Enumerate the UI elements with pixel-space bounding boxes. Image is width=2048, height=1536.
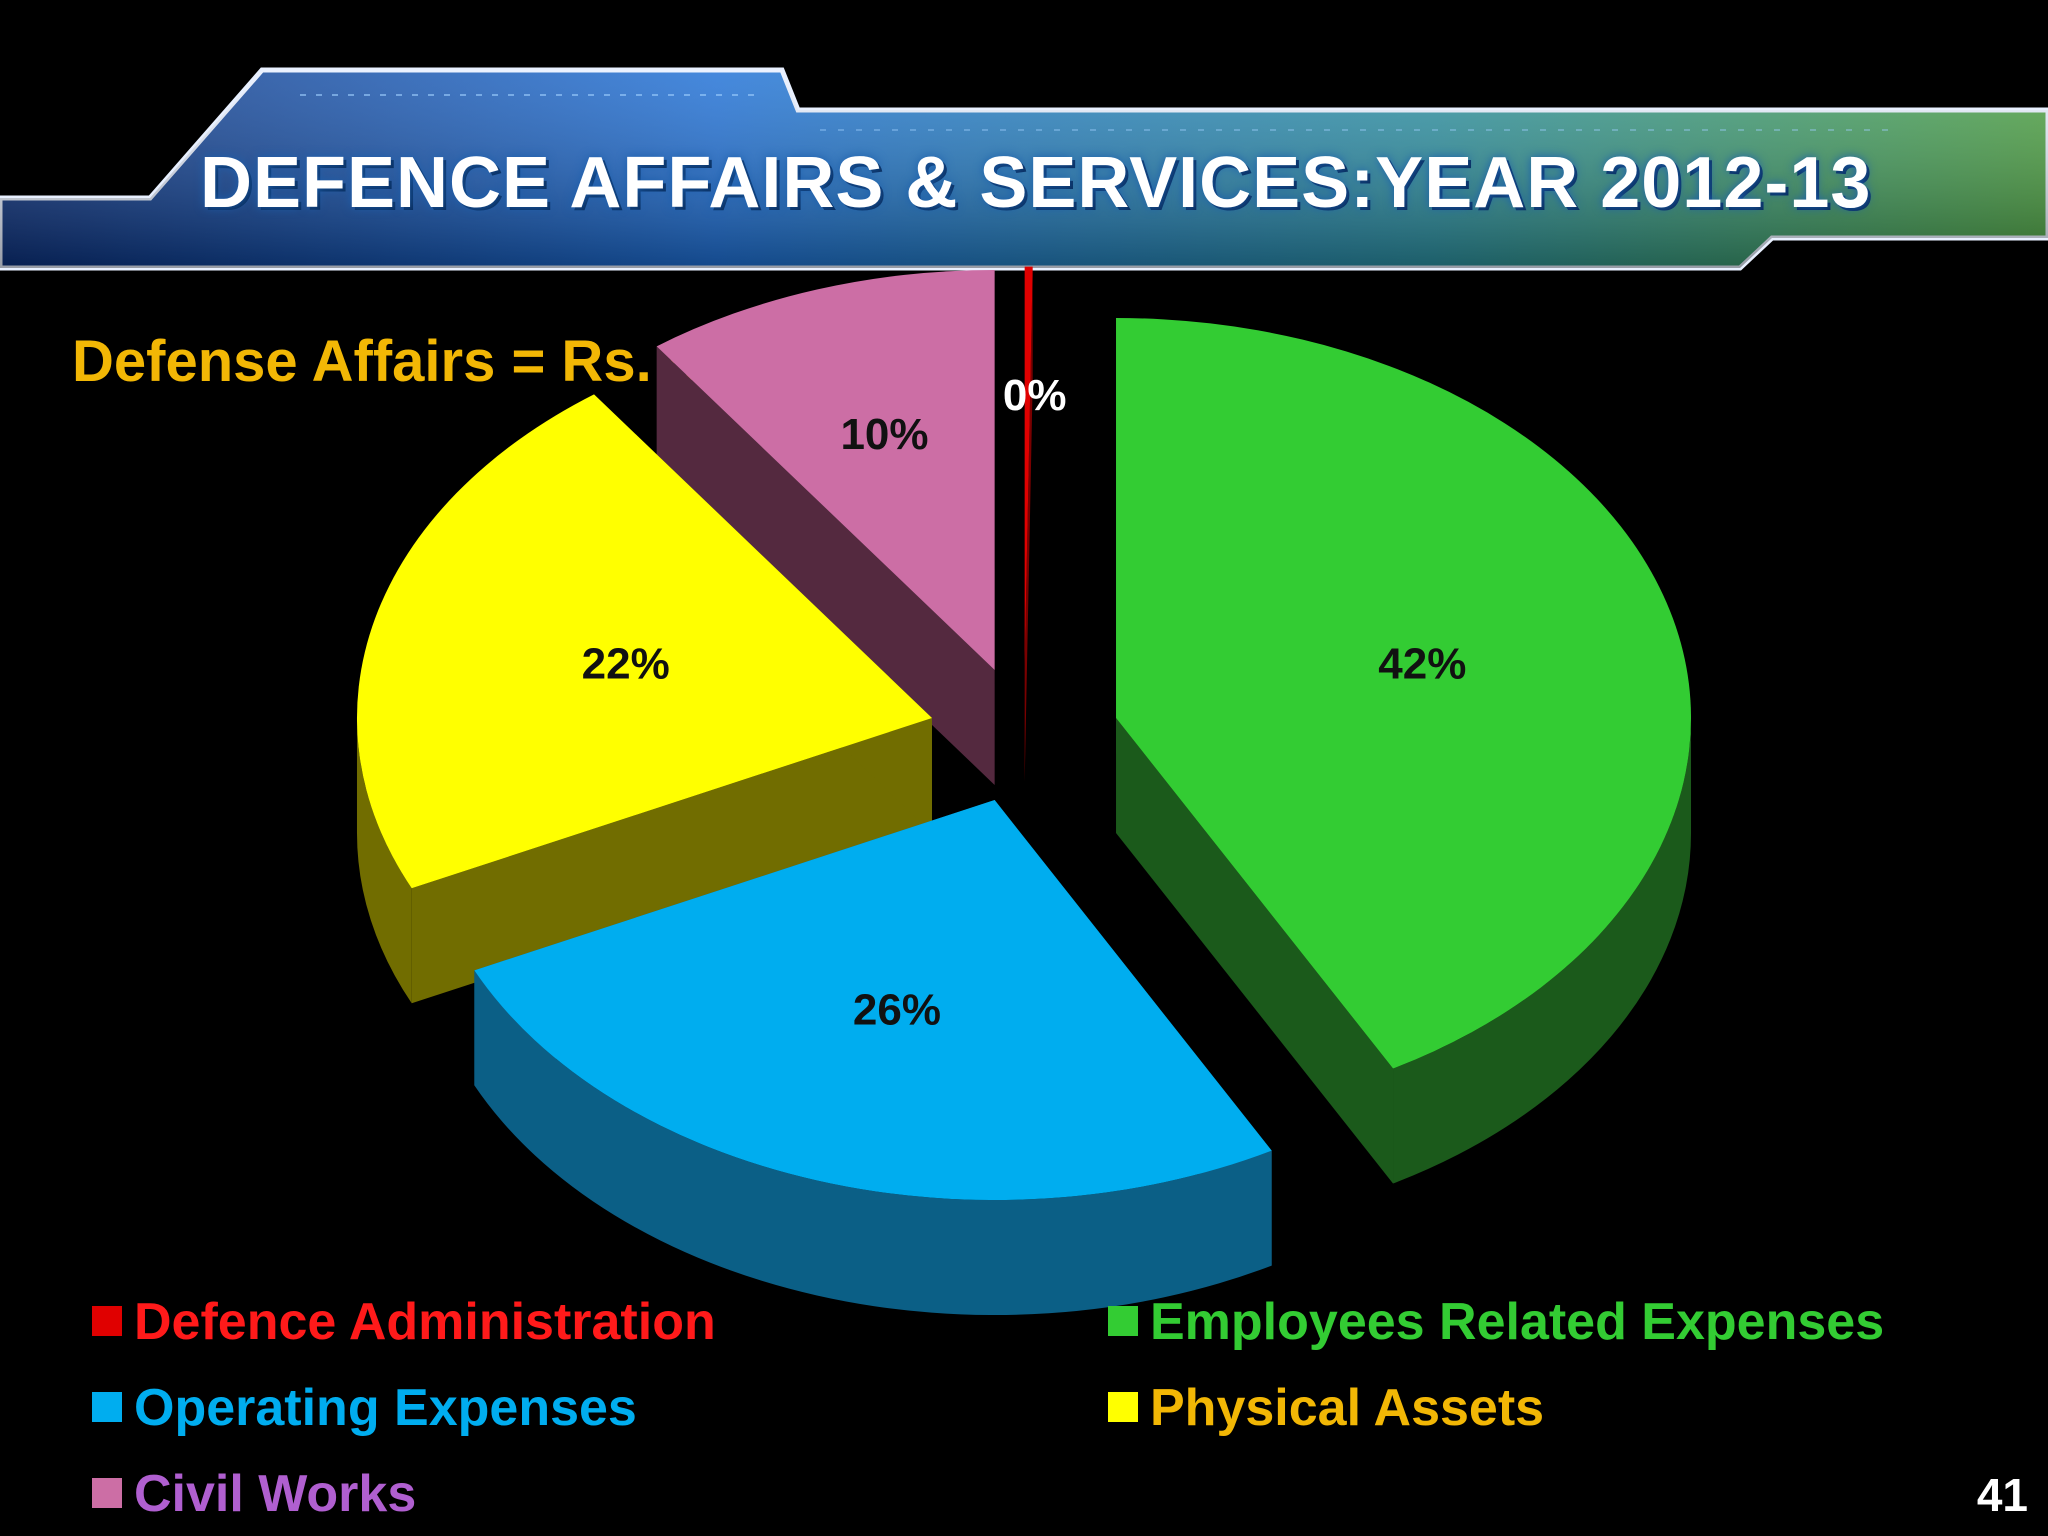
page-number: 41 <box>1976 1469 2028 1521</box>
pie-slice-operating-expenses <box>474 800 1272 1316</box>
slice-side-face <box>656 346 995 785</box>
legend-item-physical-assets: Physical Assets <box>1108 1378 1544 1438</box>
slice-top-face <box>356 394 932 889</box>
slice-rim <box>1393 717 1692 1184</box>
pie-slice-physical-assets <box>356 394 932 1004</box>
slice-top-face <box>1024 266 1033 667</box>
data-label-physical-assets: 22% <box>582 639 670 688</box>
legend-label: Civil Works <box>134 1465 417 1523</box>
legend-item-defence-administration: Defence Administration <box>92 1292 716 1352</box>
legend-item-employees-related-expenses: Employees Related Expenses <box>1108 1292 1884 1352</box>
legend-label: Defence Administration <box>134 1293 716 1351</box>
slice-top-face <box>656 269 995 670</box>
title-banner <box>0 67 2048 271</box>
slice-top-face <box>474 800 1272 1201</box>
legend-swatch <box>1108 1392 1138 1423</box>
data-label-civil-works: 10% <box>840 410 928 459</box>
slice-side-face <box>411 717 932 1004</box>
slice-side-face <box>1116 717 1394 1184</box>
legend-label: Operating Expenses <box>134 1379 637 1437</box>
legend-item-operating-expenses: Operating Expenses <box>92 1378 637 1438</box>
legend-label: Employees Related Expenses <box>1150 1293 1885 1351</box>
legend-swatch <box>92 1392 122 1423</box>
pie-slice-employees-related-expenses <box>1116 317 1692 1184</box>
slice-top-face <box>1116 317 1692 1069</box>
legend-item-civil-works: Civil Works <box>92 1464 416 1524</box>
pie-slice-civil-works <box>656 269 995 785</box>
slice-rim <box>474 970 1272 1316</box>
legend-swatch <box>92 1478 122 1509</box>
slice-rim <box>356 717 412 1004</box>
legend-label: Physical Assets <box>1150 1379 1545 1437</box>
legend-swatch <box>92 1306 122 1337</box>
slice-side-face <box>1024 266 1033 782</box>
data-label-defence-administration: 0% <box>1003 371 1067 420</box>
pie-slice-defence-administration <box>1024 266 1033 782</box>
data-label-operating-expenses: 26% <box>853 985 941 1034</box>
legend-swatch <box>1108 1306 1138 1337</box>
data-label-employees-related-expenses: 42% <box>1378 639 1466 688</box>
slide-title: DEFENCE AFFAIRS & SERVICES:YEAR 2012-13 <box>200 143 1872 223</box>
